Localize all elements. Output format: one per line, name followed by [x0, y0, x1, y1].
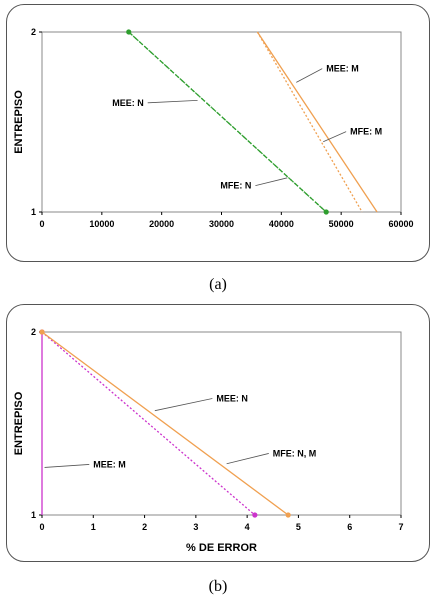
- chart-a-annotation-label-0: MEE: N: [112, 98, 144, 108]
- chart-a-annotation-leader-3: [323, 131, 347, 143]
- chart-b-y-axis-label: ENTREPISO: [13, 391, 25, 455]
- caption-b: (b): [208, 578, 228, 595]
- chart-a-annotation-label-1: MFE: N: [220, 181, 251, 191]
- chart-b-x-tick-label: 4: [245, 522, 250, 532]
- chart-a-annotation-leader-0: [147, 100, 198, 104]
- chart-b-series-line-2: [41, 331, 289, 516]
- chart-b-series-2-point-1: [285, 512, 291, 518]
- chart-a-annotation-leader-1: [255, 177, 288, 186]
- chart-b-series-line-1: [41, 331, 256, 516]
- chart-a-series-line-1: [128, 31, 327, 213]
- chart-a-x-tick-label: 10000: [89, 219, 114, 229]
- chart-a-series-line-2: [256, 31, 378, 213]
- caption-a: (a): [209, 276, 227, 293]
- chart-b-x-tick-label: 6: [347, 522, 352, 532]
- chart-a-y-axis-label: ENTREPISO: [13, 90, 25, 154]
- chart-a-x-tick-label: 60000: [388, 219, 413, 229]
- chart-b-plot-area: [41, 331, 402, 516]
- chart-a-x-tick-label: 50000: [329, 219, 354, 229]
- chart-a-x-tick-label: 20000: [149, 219, 174, 229]
- chart-a-y-tick-label: 1: [31, 207, 36, 217]
- chart-a-annotation-leader-2: [296, 68, 323, 83]
- chart-b-annotation-label-0: MEE: N: [216, 394, 248, 404]
- chart-a-x-tick-label: 30000: [209, 219, 234, 229]
- chart-a-series-line-3: [256, 31, 363, 213]
- chart-a-x-tick-label: 40000: [269, 219, 294, 229]
- chart-b-annotation-leader-2: [44, 464, 90, 468]
- chart-a-x-tick-label: 0: [39, 219, 44, 229]
- chart-b-annotation-label-1: MFE: N, M: [273, 448, 317, 458]
- chart-a-plot-area: [41, 31, 402, 213]
- chart-b-x-tick-label: 1: [91, 522, 96, 532]
- chart-b-series-1-point-1: [252, 512, 258, 518]
- chart-b-x-axis-label: % DE ERROR: [186, 542, 257, 554]
- chart-b-x-tick-label: 0: [39, 522, 44, 532]
- chart-b-annotation-leader-0: [154, 398, 213, 412]
- chart-b-y-tick-label: 2: [31, 327, 36, 337]
- chart-b-y-tick-label: 1: [31, 510, 36, 520]
- chart-a-series-line-0: [128, 31, 327, 213]
- chart-b-x-tick-label: 7: [398, 522, 403, 532]
- chart-b-x-tick-label: 5: [296, 522, 301, 532]
- chart-a-y-tick-label: 2: [31, 27, 36, 37]
- chart-a-annotation-label-3: MFE: M: [350, 127, 382, 137]
- chart-b-annotation-leader-1: [226, 453, 269, 465]
- chart-b-annotation-label-2: MEE: M: [93, 459, 126, 469]
- chart-a-annotation-label-2: MEE: M: [326, 64, 359, 74]
- chart-b-series-2-point-0: [39, 329, 45, 335]
- chart-b-x-tick-label: 2: [142, 522, 147, 532]
- chart-b-x-tick-label: 3: [193, 522, 198, 532]
